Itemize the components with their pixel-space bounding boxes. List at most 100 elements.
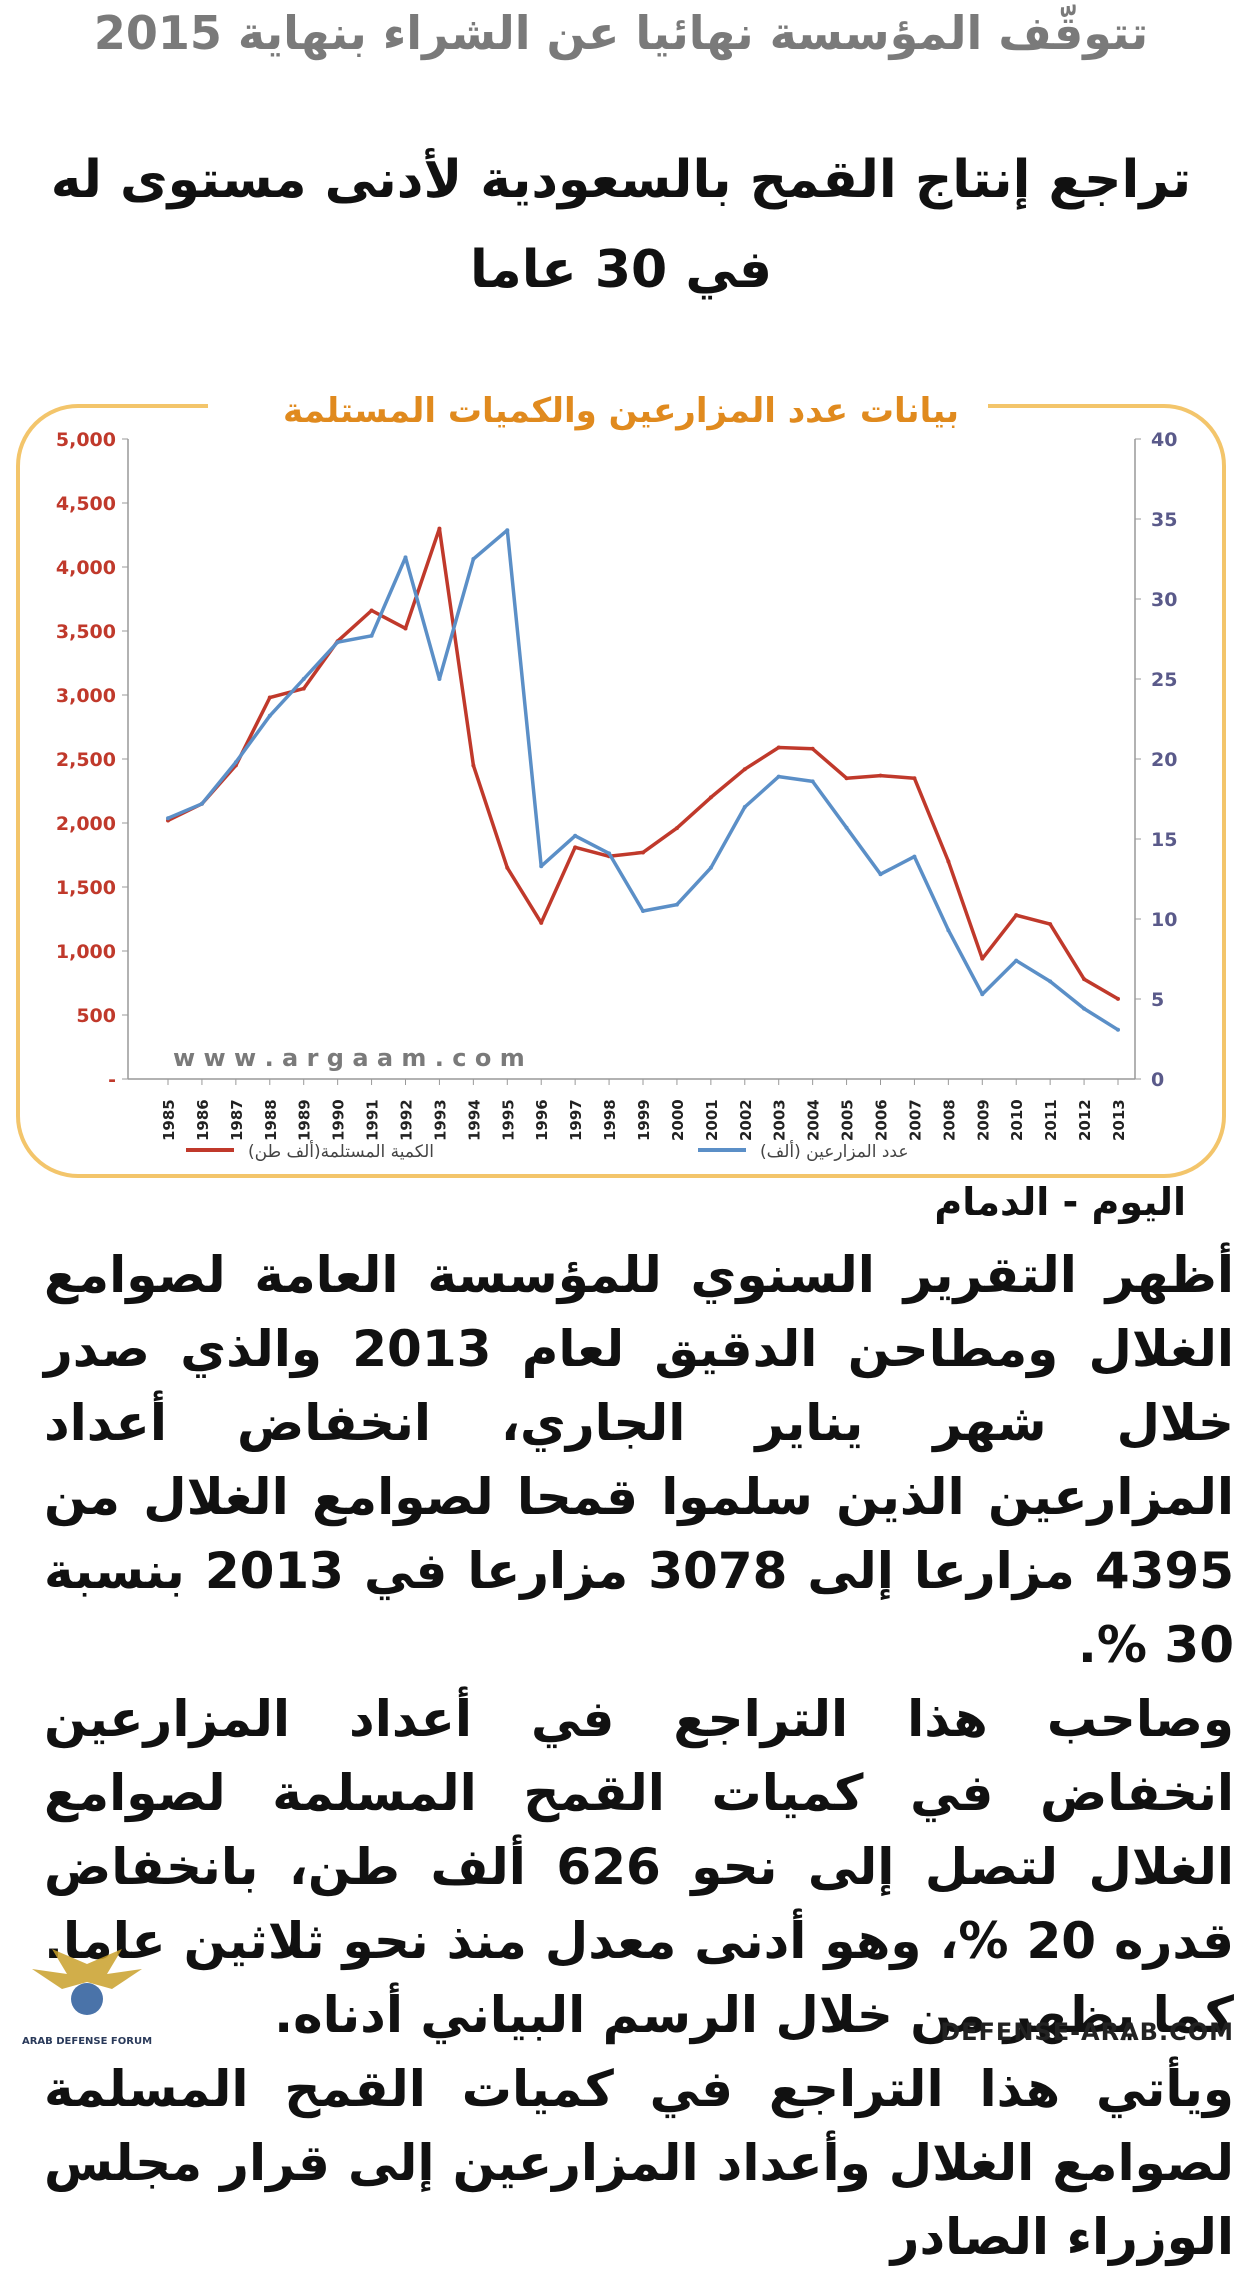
right-tick-label: 0 xyxy=(1151,1069,1164,1091)
point-farmers xyxy=(505,528,510,533)
point-farmers xyxy=(1116,1027,1120,1032)
left-tick-label: 1,000 xyxy=(56,941,116,963)
top-headline: تتوقّف المؤسسة نهائيا عن الشراء بنهاية 2… xyxy=(93,6,1149,60)
left-tick-label: 1,500 xyxy=(56,877,116,899)
x-tick-label: 2012 xyxy=(1076,1099,1094,1141)
point-farmers xyxy=(607,851,612,856)
point-farmers xyxy=(1048,979,1053,984)
point-farmers xyxy=(301,677,306,681)
left-tick-label: 3,500 xyxy=(56,621,116,643)
point-farmers xyxy=(1082,1006,1087,1011)
x-tick-label: 2002 xyxy=(737,1099,755,1141)
x-tick-label: 2013 xyxy=(1110,1099,1128,1141)
title-backdrop xyxy=(208,386,988,432)
chart-title: بيانات عدد المزارعين والكميات المستلمة xyxy=(283,391,959,431)
point-farmers xyxy=(233,760,238,765)
x-tick-label: 2007 xyxy=(906,1099,924,1141)
series-lines xyxy=(166,526,1120,1032)
right-tick-label: 20 xyxy=(1151,749,1177,771)
point-farmers xyxy=(403,555,408,560)
chart-container: بيانات عدد المزارعين والكميات المستلمة -… xyxy=(8,384,1234,1184)
x-tick-label: 1985 xyxy=(160,1099,178,1141)
main-headline: تراجع إنتاج القمح بالسعودية لأدنى مستوى … xyxy=(50,150,1192,300)
right-tick-label: 35 xyxy=(1151,509,1177,531)
point-delivered xyxy=(539,920,544,925)
point-farmers xyxy=(539,864,544,869)
point-delivered xyxy=(505,865,510,870)
point-farmers xyxy=(980,992,985,997)
legend-label-delivered: الكمية المستلمة(ألف طن) xyxy=(248,1140,434,1162)
x-tick-label: 1992 xyxy=(398,1099,416,1141)
left-tick-label: 5,000 xyxy=(56,429,116,451)
left-tick-label: 500 xyxy=(76,1005,116,1027)
paragraph: أظهر التقرير السنوي للمؤسسة العامة لصوام… xyxy=(44,1246,1235,1674)
line-chart: بيانات عدد المزارعين والكميات المستلمة -… xyxy=(16,386,1226,1178)
x-tick-label: 2010 xyxy=(1008,1099,1026,1141)
left-tick-label: 4,000 xyxy=(56,557,116,579)
right-tick-label: 40 xyxy=(1151,429,1177,451)
x-tick-label: 1988 xyxy=(262,1099,280,1141)
point-delivered xyxy=(912,776,917,781)
right-tick-label: 10 xyxy=(1151,909,1177,931)
point-farmers xyxy=(776,774,781,779)
left-tick-label: 2,000 xyxy=(56,813,116,835)
point-farmers xyxy=(335,640,340,645)
x-tick-label: 1998 xyxy=(601,1099,619,1141)
left-tick-label: - xyxy=(108,1069,116,1091)
point-delivered xyxy=(946,859,951,864)
point-farmers xyxy=(912,854,917,859)
x-tick-label: 1993 xyxy=(431,1099,449,1141)
left-tick-label: 4,500 xyxy=(56,493,116,515)
paragraph: ويأتي هذا التراجع في كميات القمح المسلمة… xyxy=(44,2060,1234,2266)
point-delivered xyxy=(1048,922,1053,927)
series-line-delivered xyxy=(167,526,1119,1001)
point-farmers xyxy=(674,902,679,907)
x-tick-label: 2011 xyxy=(1042,1099,1060,1141)
right-tick-label: 25 xyxy=(1151,669,1177,691)
point-delivered xyxy=(1014,913,1019,918)
article-body: أظهر التقرير السنوي للمؤسسة العامة لصوام… xyxy=(44,1238,1234,2274)
point-farmers xyxy=(878,872,883,877)
forum-logo: ARAB DEFENSE FORUM xyxy=(12,1944,162,2054)
byline: اليوم - الدمام xyxy=(934,1180,1186,1224)
x-tick-label: 2004 xyxy=(805,1099,823,1141)
x-tick-label: 1995 xyxy=(499,1099,517,1141)
x-tick-label: 1994 xyxy=(465,1099,483,1141)
point-farmers xyxy=(946,928,951,933)
point-farmers xyxy=(437,677,442,681)
paragraph: وصاحب هذا التراجع في أعداد المزارعين انخ… xyxy=(44,1690,1234,2044)
point-delivered xyxy=(403,626,408,631)
point-delivered xyxy=(471,763,476,768)
point-farmers xyxy=(810,779,815,784)
left-tick-label: 3,000 xyxy=(56,685,116,707)
point-delivered xyxy=(980,956,985,961)
point-farmers xyxy=(1014,958,1019,963)
right-axis-ticks: 0 5 10 15 20 25 30 35 40 xyxy=(1135,429,1177,1091)
left-tick-label: 2,500 xyxy=(56,749,116,771)
x-tick-label: 1991 xyxy=(364,1099,382,1141)
left-axis-ticks: - 500 1,000 1,500 2,000 2,500 3,000 3,500 4,000 4… xyxy=(56,429,128,1091)
x-tick-label: 2009 xyxy=(974,1099,992,1141)
point-farmers xyxy=(742,805,747,809)
point-delivered xyxy=(573,845,578,850)
x-axis-ticks: 1985 1986 1987 1988 1989 1990 1991 1992 1993 1994… xyxy=(160,1079,1128,1141)
point-farmers xyxy=(573,833,578,838)
point-delivered xyxy=(776,745,781,750)
point-delivered xyxy=(1116,996,1120,1001)
point-farmers xyxy=(166,816,170,821)
point-farmers xyxy=(641,909,645,913)
point-farmers xyxy=(199,801,204,806)
right-tick-label: 15 xyxy=(1151,829,1177,851)
argaam-watermark: w w w . a r g a a m . c o m xyxy=(173,1044,525,1072)
point-delivered xyxy=(742,767,747,772)
legend-label-farmers: عدد المزارعين (ألف) xyxy=(760,1140,908,1162)
point-delivered xyxy=(641,850,645,855)
x-tick-label: 1996 xyxy=(533,1099,551,1141)
x-tick-label: 1987 xyxy=(228,1099,246,1141)
x-tick-label: 2000 xyxy=(669,1099,687,1141)
right-tick-label: 5 xyxy=(1151,989,1164,1011)
x-tick-label: 1990 xyxy=(330,1099,348,1141)
point-farmers xyxy=(267,713,272,718)
x-tick-label: 2008 xyxy=(940,1099,958,1141)
eagle-emblem-icon: ARAB DEFENSE FORUM xyxy=(22,1949,152,2047)
